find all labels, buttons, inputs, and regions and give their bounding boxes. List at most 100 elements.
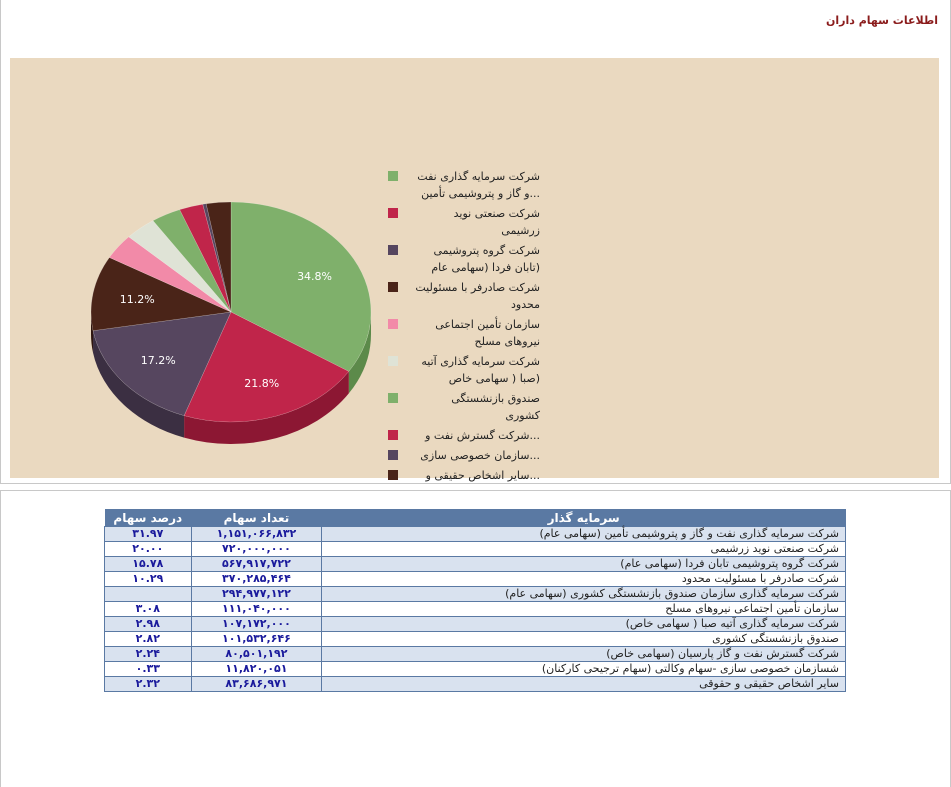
cell-share-count: ۵۶۷,۹۱۷,۷۲۲: [190, 556, 323, 572]
cell-investor: سازمان تأمین اجتماعی نیروهای مسلح: [321, 601, 846, 617]
legend-label: شرکت گروه پتروشیمی (تابان فردا (سهامی عام: [431, 244, 540, 274]
cell-share-percent: ۲.۲۴: [104, 646, 192, 662]
pie-slice-side-1: [184, 371, 349, 444]
legend-label: شرکت سرمایه گذاری نفت ...و گاز و پتروشیمی…: [417, 170, 540, 200]
cell-share-count: ۱۰۱,۵۳۲,۶۴۶: [190, 631, 323, 647]
legend-item-6: صندوق بازنشستگی کشوری: [388, 390, 548, 424]
cell-investor: شرکت صادرفر با مسئولیت محدود: [321, 571, 846, 587]
table-row: شرکت سرمایه گذاری نفت و گاز و پتروشیمی ت…: [104, 526, 846, 542]
pie-slice-9: [205, 201, 232, 313]
cell-share-count: ۱۱,۸۲۰,۰۵۱: [190, 661, 323, 677]
cell-investor: شرکت سرمایه گذاری نفت و گاز و پتروشیمی ت…: [321, 526, 846, 542]
table-row: شرکت صنعتی نوید زرشیمی ۷۲۰,۰۰۰,۰۰۰ ۲۰.۰۰: [104, 541, 846, 557]
table-row: سازمان تأمین اجتماعی نیروهای مسلح ۱۱۱,۰۴۰…: [104, 601, 846, 617]
legend-item-1: شرکت صنعتی نوید زرشیمی: [388, 205, 548, 239]
cell-share-percent: ۲.۹۸: [104, 616, 192, 632]
cell-share-percent: ۰.۳۳: [104, 661, 192, 677]
legend-label: ...شرکت گسترش نفت و: [425, 429, 540, 442]
pie-slice-5: [128, 220, 232, 313]
legend-item-4: سازمان تأمین اجتماعی نیروهای مسلح: [388, 316, 548, 350]
legend-swatch: [388, 356, 398, 366]
table-row: شرکت صادرفر با مسئولیت محدود ۳۷۰,۲۸۵,۴۶۴ ۱…: [104, 571, 846, 587]
cell-share-percent: ۳۱.۹۷: [104, 526, 192, 542]
cell-share-percent: ۱۵.۷۸: [104, 556, 192, 572]
table-row: سایر اشخاص حقیقی و حقوقی ۸۳,۶۸۶,۹۷۱ ۲.۳۲: [104, 676, 846, 692]
chart-legend: شرکت سرمایه گذاری نفت ...و گاز و پتروشیمی…: [388, 168, 548, 487]
pie-slice-side-3: [91, 312, 94, 353]
table-header-row: سرمایه گذار تعداد سهام درصد سهام: [104, 509, 846, 527]
legend-item-8: ...سازمان خصوصی سازی: [388, 447, 548, 464]
cell-investor: شرکت سرمایه گذاری آتیه صبا ( سهامی خاص): [321, 616, 846, 632]
legend-label: ...سازمان خصوصی سازی: [420, 449, 540, 462]
pie-slice-8: [202, 203, 232, 313]
pie-percent-label-1: 21.8%: [244, 377, 279, 390]
legend-swatch: [388, 393, 398, 403]
legend-swatch: [388, 450, 398, 460]
legend-item-7: ...شرکت گسترش نفت و: [388, 427, 548, 444]
pie-slice-4: [109, 236, 232, 313]
legend-item-9: ...سایر اشخاص حقیقی و: [388, 467, 548, 484]
cell-share-percent: ۲۰.۰۰: [104, 541, 192, 557]
shareholders-panel: اطلاعات سهام داران 34.8% 21.8% 17.2% 11.2% …: [0, 0, 951, 484]
legend-swatch: [388, 430, 398, 440]
table-row: صندوق بازنشستگی کشوری ۱۰۱,۵۳۲,۶۴۶ ۲.۸۲: [104, 631, 846, 647]
pie-slice-2: [92, 311, 232, 416]
legend-item-2: شرکت گروه پتروشیمی (تابان فردا (سهامی عام: [388, 242, 548, 276]
pie-chart: 34.8% 21.8% 17.2% 11.2%: [90, 201, 372, 444]
pie-slice-6: [152, 209, 232, 313]
header-investor: سرمایه گذار: [321, 509, 846, 527]
table-row: شرکت سرمایه گذاری سازمان صندوق بازنشستگی…: [104, 586, 846, 602]
legend-swatch: [388, 282, 398, 292]
cell-share-percent: ۳.۰۸: [104, 601, 192, 617]
cell-share-count: ۱۱۱,۰۴۰,۰۰۰: [190, 601, 323, 617]
table-row: شرکت گسترش نفت و گاز پارسیان (سهامی خاص)…: [104, 646, 846, 662]
cell-investor: صندوق بازنشستگی کشوری: [321, 631, 846, 647]
legend-swatch: [388, 171, 398, 181]
cell-share-percent: ۲.۳۲: [104, 676, 192, 692]
legend-label: شرکت صنعتی نوید زرشیمی: [453, 207, 540, 237]
pie-slice-0: [230, 201, 372, 372]
cell-investor: شرکت گروه پتروشیمی تابان فردا (سهامی عام…: [321, 556, 846, 572]
cell-share-percent: ۱۰.۲۹: [104, 571, 192, 587]
pie-slice-7: [179, 203, 232, 313]
pie-slice-3: [90, 257, 232, 331]
legend-swatch: [388, 319, 398, 329]
cell-investor: شرکت صنعتی نوید زرشیمی: [321, 541, 846, 557]
shareholders-table: سرمایه گذار تعداد سهام درصد سهام شرکت سر…: [104, 509, 846, 692]
pie-percent-label-3: 11.2%: [120, 293, 155, 306]
legend-swatch: [388, 208, 398, 218]
pie-chart-area: 34.8% 21.8% 17.2% 11.2% شرکت سرمایه گذاری ن…: [10, 58, 939, 482]
table-row: شرکت گروه پتروشیمی تابان فردا (سهامی عام…: [104, 556, 846, 572]
cell-share-count: ۱۰۷,۱۷۲,۰۰۰: [190, 616, 323, 632]
cell-investor: شرکت سرمایه گذاری سازمان صندوق بازنشستگی…: [321, 586, 846, 602]
cell-share-count: ۷۲۰,۰۰۰,۰۰۰: [190, 541, 323, 557]
legend-label: ...سایر اشخاص حقیقی و: [425, 469, 540, 482]
cell-investor: شرکت گسترش نفت و گاز پارسیان (سهامی خاص): [321, 646, 846, 662]
cell-share-percent: ۲.۸۲: [104, 631, 192, 647]
pie-percent-label-0: 34.8%: [297, 270, 332, 283]
legend-label: شرکت صادرفر با مسئولیت محدود: [415, 281, 540, 311]
pie-slice-side-0: [348, 312, 371, 394]
cell-share-count: ۸۰,۵۰۱,۱۹۲: [190, 646, 323, 662]
table-row: شسازمان خصوصی سازی -سهام وکالتی (سهام تر…: [104, 661, 846, 677]
cell-investor: سایر اشخاص حقیقی و حقوقی: [321, 676, 846, 692]
cell-share-count: ۱,۱۵۱,۰۶۶,۸۳۲: [190, 526, 323, 542]
cell-share-percent: [104, 586, 192, 602]
header-share-count: تعداد سهام: [191, 509, 322, 527]
panel-title: اطلاعات سهام داران: [825, 14, 938, 27]
table-row: شرکت سرمایه گذاری آتیه صبا ( سهامی خاص) ۱…: [104, 616, 846, 632]
header-share-percent: درصد سهام: [104, 509, 192, 527]
legend-swatch: [388, 470, 398, 480]
legend-swatch: [388, 245, 398, 255]
pie-percent-label-2: 17.2%: [141, 354, 176, 367]
cell-investor: شسازمان خصوصی سازی -سهام وکالتی (سهام تر…: [321, 661, 846, 677]
legend-label: صندوق بازنشستگی کشوری: [451, 392, 540, 422]
legend-item-0: شرکت سرمایه گذاری نفت ...و گاز و پتروشیمی…: [388, 168, 548, 202]
cell-share-count: ۲۹۴,۹۷۷,۱۲۲: [190, 586, 323, 602]
legend-item-5: شرکت سرمایه گذاری آتیه (صبا ( سهامی خاص: [388, 353, 548, 387]
pie-slice-side-2: [93, 330, 185, 438]
cell-share-count: ۸۳,۶۸۶,۹۷۱: [190, 676, 323, 692]
pie-slice-1: [183, 311, 350, 423]
cell-share-count: ۳۷۰,۲۸۵,۴۶۴: [190, 571, 323, 587]
legend-label: سازمان تأمین اجتماعی نیروهای مسلح: [435, 318, 540, 348]
